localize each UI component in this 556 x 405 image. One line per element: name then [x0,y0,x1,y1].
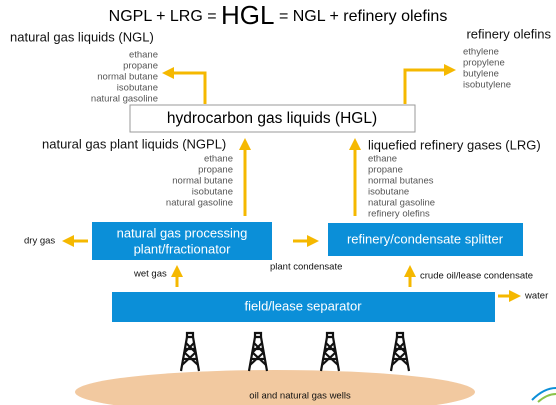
list-item: propane [198,165,233,176]
title: NGPL + LRG = HGL = NGL + refinery olefin… [109,0,448,30]
wells-label: oil and natural gas wells [249,391,351,402]
derrick [321,333,339,371]
list-item: propane [368,165,403,176]
plant-condensate-label: plant condensate [270,262,342,273]
processing-box-text: natural gas processing [117,225,248,240]
dry-gas-label: dry gas [24,236,55,247]
title-center: HGL [221,0,274,30]
list-item: natural gasoline [91,94,158,105]
ngl-heading: natural gas liquids (NGL) [10,29,154,44]
lrg-heading: liquefied refinery gases (LRG) [368,137,541,152]
list-item: propane [123,61,158,72]
list-item: butylene [463,69,499,80]
splitter-box-text: refinery/condensate splitter [347,231,504,246]
title-left: NGPL + LRG = [109,8,217,25]
list-item: normal butane [97,72,158,83]
derrick [249,333,267,371]
arrow [405,70,450,104]
derrick [181,333,199,371]
list-item: isobutylene [463,80,511,91]
title-right: = NGL + refinery olefins [279,8,447,25]
hgl-box-text: hydrocarbon gas liquids (HGL) [167,110,377,127]
list-item: normal butanes [368,176,434,187]
list-item: isobutane [192,187,233,198]
list-item: ethane [368,154,397,165]
crude-oil-label: crude oil/lease condensate [420,271,533,282]
arrow [168,73,205,104]
logo [532,388,556,402]
list-item: isobutane [117,83,158,94]
list-item: normal butane [172,176,233,187]
ngpl-heading: natural gas plant liquids (NGPL) [42,136,226,151]
water-label: water [524,291,548,302]
processing-box-text: plant/fractionator [134,241,232,256]
list-item: natural gasoline [166,198,233,209]
list-item: refinery olefins [368,209,430,220]
separator-box-text: field/lease separator [244,298,362,313]
diagram: NGPL + LRG = HGL = NGL + refinery olefin… [0,0,556,405]
list-item: natural gasoline [368,198,435,209]
list-item: ethane [204,154,233,165]
list-item: ethane [129,50,158,61]
list-item: propylene [463,58,505,69]
list-item: ethylene [463,47,499,58]
wet-gas-label: wet gas [133,269,167,280]
list-item: isobutane [368,187,409,198]
derrick [391,333,409,371]
olefins-heading: refinery olefins [466,26,551,41]
